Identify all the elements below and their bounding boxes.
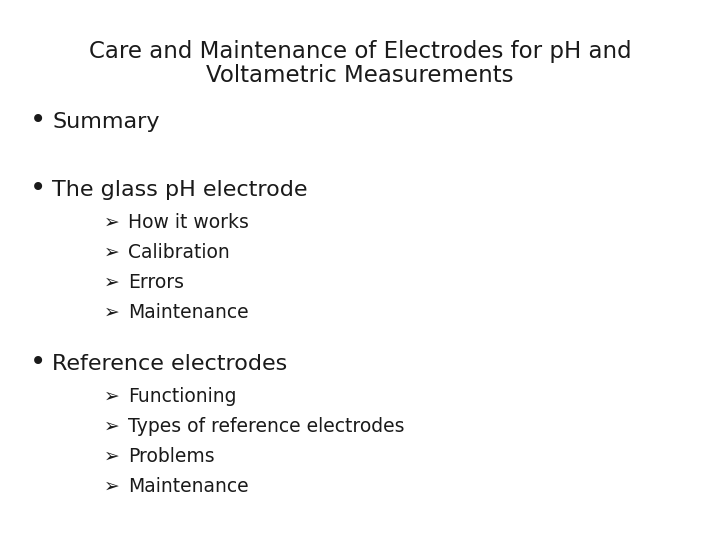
Text: ➢: ➢ [104,213,120,232]
Text: •: • [30,106,46,134]
Text: Errors: Errors [128,273,184,292]
Text: ➢: ➢ [104,387,120,406]
Text: Care and Maintenance of Electrodes for pH and: Care and Maintenance of Electrodes for p… [89,40,631,63]
Text: Summary: Summary [52,112,160,132]
Text: ➢: ➢ [104,242,120,261]
Text: Maintenance: Maintenance [128,302,248,321]
Text: Maintenance: Maintenance [128,476,248,496]
Text: Voltametric Measurements: Voltametric Measurements [206,64,514,87]
Text: ➢: ➢ [104,476,120,496]
Text: Functioning: Functioning [128,387,236,406]
Text: Types of reference electrodes: Types of reference electrodes [128,416,405,435]
Text: •: • [30,348,46,376]
Text: ➢: ➢ [104,302,120,321]
Text: Calibration: Calibration [128,242,230,261]
Text: ➢: ➢ [104,416,120,435]
Text: ➢: ➢ [104,447,120,465]
Text: •: • [30,174,46,202]
Text: The glass pH electrode: The glass pH electrode [52,180,307,200]
Text: How it works: How it works [128,213,249,232]
Text: Problems: Problems [128,447,215,465]
Text: ➢: ➢ [104,273,120,292]
Text: Reference electrodes: Reference electrodes [52,354,287,374]
